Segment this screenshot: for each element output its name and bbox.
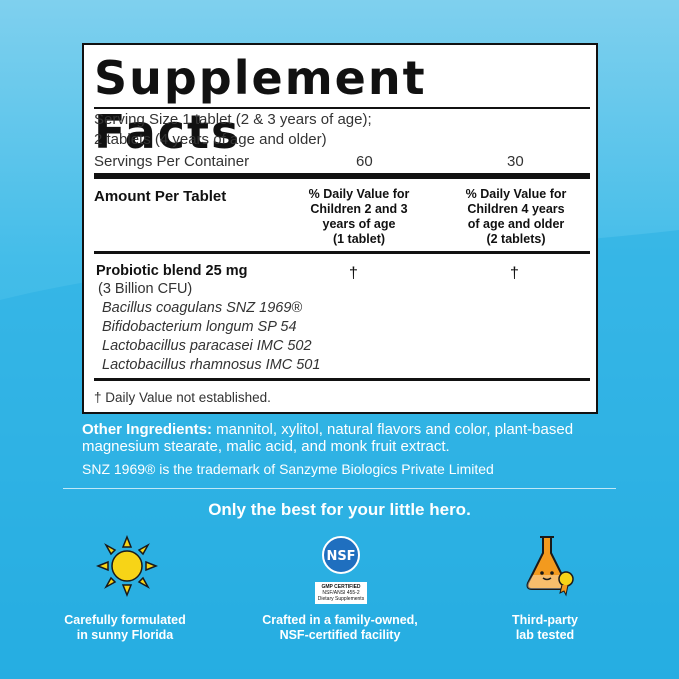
dv-col2-line: (2 tablets) [486, 232, 546, 246]
strain-item: Bacillus coagulans SNZ 1969® [102, 300, 303, 316]
dv-col1-line: Children 2 and 3 [310, 202, 408, 216]
ingredient-name: Probiotic blend 25 mg [96, 263, 248, 279]
nsf-badge-top: NSF [326, 549, 355, 564]
feature-line: Crafted in a family-owned, [262, 613, 418, 627]
dv-col1-line: years of age [322, 217, 396, 231]
dv-col1-line: (1 tablet) [332, 232, 386, 246]
badge-line: GMP CERTIFIED [321, 584, 361, 590]
feature-line: Carefully formulated [64, 613, 186, 627]
other-ingredients-label: Other Ingredients: [82, 421, 213, 438]
divider [94, 173, 590, 179]
dv-column-children-2-3: % Daily Value for Children 2 and 3 years… [289, 187, 429, 247]
nsf-logo-icon: NSF [322, 536, 360, 574]
other-ingredients-text-2: magnesium stearate, malic acid, and monk… [82, 438, 450, 455]
other-ingredients: Other Ingredients: mannitol, xylitol, na… [82, 421, 602, 455]
feature-line: NSF-certified facility [279, 628, 401, 642]
divider [94, 378, 590, 381]
serving-size-line1: Serving Size 1 tablet (2 & 3 years of ag… [94, 111, 372, 128]
sun-icon [96, 535, 158, 597]
nsf-gmp-icon: NSF GMP CERTIFIED NSF/ANSI 455-2 Dietary… [315, 535, 367, 607]
feature-line: Third-party [512, 613, 578, 627]
dv-col2-line: Children 4 years [467, 202, 565, 216]
tagline: Only the best for your little hero. [208, 500, 471, 519]
feature-label-nsf: Crafted in a family-owned, NSF-certified… [250, 613, 430, 643]
feature-line: in sunny Florida [76, 628, 174, 642]
ingredient-cfu: (3 Billion CFU) [98, 281, 193, 297]
gmp-badge: GMP CERTIFIED NSF/ANSI 455-2 Dietary Sup… [315, 582, 367, 604]
badge-line: Dietary Supplements [317, 596, 365, 602]
footnote: † Daily Value not established. [94, 390, 271, 405]
servings-col2: 30 [507, 153, 524, 170]
divider [94, 251, 590, 254]
dv-mark-col2: † [510, 265, 519, 282]
trademark-note: SNZ 1969® is the trademark of Sanzyme Bi… [82, 461, 494, 477]
strain-item: Lactobacillus paracasei IMC 502 [102, 338, 312, 354]
lab-flask-icon [526, 536, 574, 597]
supplement-facts-panel: Supplement Facts Serving Size 1 tablet (… [82, 43, 598, 414]
servings-label: Servings Per Container [94, 153, 250, 170]
other-ingredients-text: mannitol, xylitol, natural flavors and c… [212, 421, 574, 438]
facts-title: Supplement Facts [94, 51, 427, 159]
dv-column-children-4-plus: % Daily Value for Children 4 years of ag… [446, 187, 586, 247]
strain-item: Lactobacillus rhamnosus IMC 501 [102, 357, 321, 373]
feature-label-lab: Third-party lab tested [490, 613, 600, 643]
badge-line: NSF/ANSI 455-2 [322, 590, 360, 596]
dv-mark-col1: † [349, 265, 358, 282]
section-divider [63, 488, 616, 489]
strain-item: Bifidobacterium longum SP 54 [102, 319, 297, 335]
divider [94, 107, 590, 109]
dv-col1-line: % Daily Value for [308, 187, 410, 201]
feature-label-florida: Carefully formulated in sunny Florida [55, 613, 195, 643]
dv-col2-line: of age and older [467, 217, 565, 231]
feature-line: lab tested [515, 628, 575, 642]
dv-col2-line: % Daily Value for [465, 187, 567, 201]
amount-header: Amount Per Tablet [94, 188, 227, 205]
servings-col1: 60 [356, 153, 373, 170]
serving-size-line2: 2 tablets (4 years of age and older) [94, 131, 327, 148]
